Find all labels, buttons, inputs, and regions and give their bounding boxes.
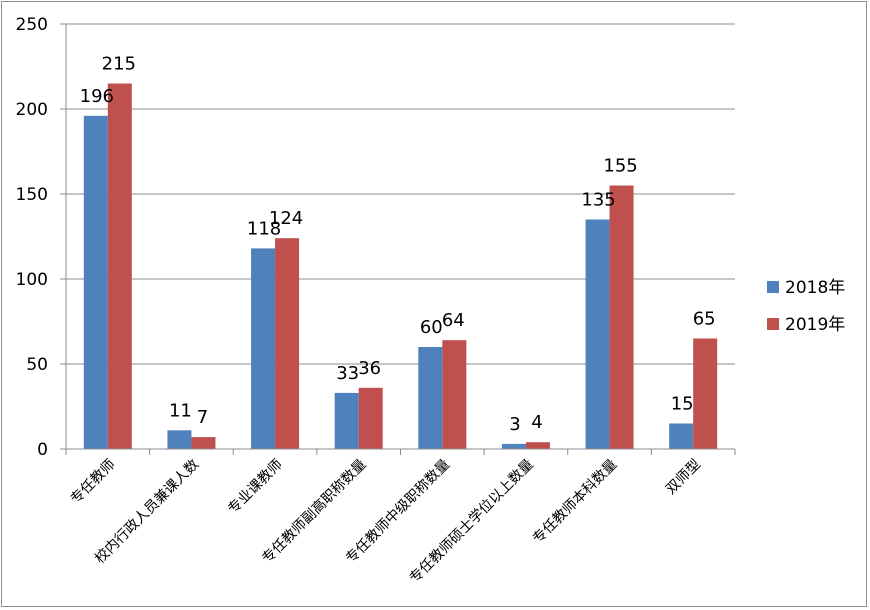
- axes: [65, 24, 736, 455]
- data-label: 7: [197, 407, 208, 428]
- bar: [418, 347, 443, 449]
- y-tick-label: 50: [26, 355, 48, 375]
- y-tick-labels: 0 50 100 150 200 250: [16, 15, 66, 460]
- x-category-label: 双师型: [663, 457, 704, 498]
- data-label: 215: [102, 54, 136, 75]
- data-label: 196: [80, 86, 114, 107]
- x-category-label: 专任教师: [68, 457, 119, 508]
- data-label: 36: [358, 358, 381, 379]
- data-label: 124: [269, 208, 303, 229]
- data-label: 33: [336, 363, 359, 384]
- bar: [585, 219, 610, 449]
- bar: [358, 387, 383, 449]
- bar: [525, 442, 550, 449]
- bar: [191, 437, 216, 449]
- legend-label: 2019年: [785, 315, 845, 335]
- bar: [83, 115, 108, 450]
- data-label: 118: [247, 218, 281, 239]
- data-label: 4: [531, 412, 542, 433]
- bar: [501, 443, 526, 449]
- bar: [167, 430, 192, 449]
- data-label: 64: [442, 310, 465, 331]
- bar: [107, 83, 132, 449]
- bar: [609, 185, 634, 449]
- gridlines: [66, 23, 735, 365]
- y-tick-label: 150: [16, 185, 48, 205]
- legend-label: 2018年: [785, 278, 845, 298]
- bar: [251, 248, 276, 449]
- bar: [669, 423, 694, 449]
- x-category-label: 专任教师本科数量: [530, 457, 621, 548]
- data-label: 15: [671, 394, 694, 415]
- data-label: 155: [603, 156, 637, 177]
- y-tick-label: 0: [37, 440, 48, 460]
- bar: [693, 338, 718, 449]
- legend-swatch: [767, 318, 779, 330]
- data-label: 60: [420, 317, 443, 338]
- data-label: 3: [509, 414, 520, 435]
- legend-swatch: [767, 281, 779, 293]
- bar: [442, 340, 467, 449]
- bar: [275, 238, 300, 449]
- data-label: 65: [693, 309, 716, 330]
- x-category-label: 专业课教师: [225, 457, 286, 518]
- bar: [334, 392, 359, 449]
- bars: [83, 83, 718, 450]
- y-tick-label: 100: [16, 270, 48, 290]
- data-label: 11: [169, 400, 192, 421]
- legend: 2018年 2019年: [767, 278, 845, 335]
- y-tick-label: 250: [16, 15, 48, 35]
- data-label: 135: [581, 190, 615, 211]
- y-tick-label: 200: [16, 100, 48, 120]
